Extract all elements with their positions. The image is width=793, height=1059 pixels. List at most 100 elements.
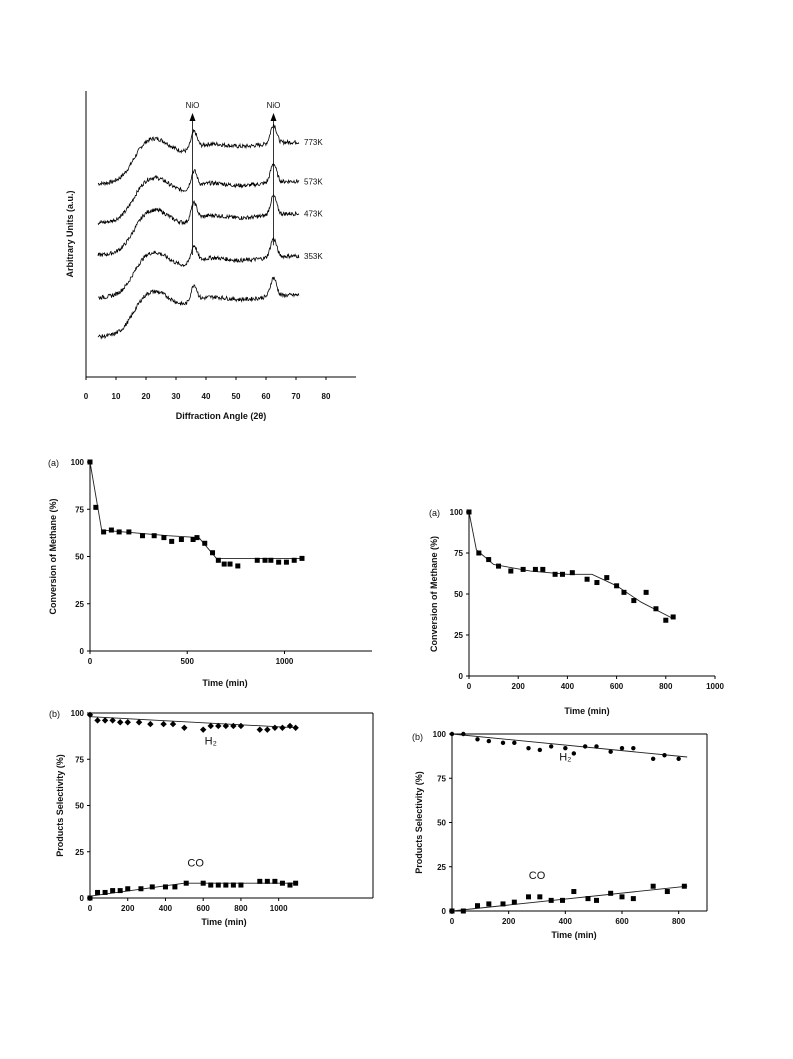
data-point: [276, 559, 282, 565]
data-point: [283, 559, 289, 565]
data-point: [147, 720, 154, 728]
data-point: [476, 550, 482, 556]
y-tick-label: 25: [454, 631, 463, 640]
x-tick-label: 0: [88, 904, 93, 913]
data-point: [670, 614, 676, 620]
data-point: [500, 740, 506, 746]
x-axis-label: Diffraction Angle (2θ): [176, 411, 267, 421]
data-point: [151, 533, 157, 539]
data-point: [475, 737, 480, 742]
y-tick-label: 0: [442, 907, 447, 916]
data-point: [101, 717, 109, 724]
y-tick-label: 100: [450, 508, 464, 517]
y-axis-label: Conversion of Methane (%): [429, 536, 439, 652]
data-point: [449, 731, 455, 737]
data-point: [594, 580, 600, 586]
data-point: [614, 583, 620, 589]
data-point: [299, 555, 305, 561]
series-annotation: CO: [187, 858, 204, 870]
data-point: [93, 504, 99, 510]
x-tick-label: 800: [672, 917, 686, 926]
x-tick-label: 1000: [276, 657, 294, 666]
data-point: [279, 724, 286, 731]
x-tick-label: 600: [615, 917, 629, 926]
data-point: [162, 884, 168, 890]
data-point: [486, 901, 492, 907]
data-point: [222, 722, 230, 730]
data-point: [537, 747, 543, 753]
data-point: [291, 557, 297, 563]
data-point: [621, 589, 627, 595]
data-point: [619, 894, 625, 900]
y-tick-label: 50: [75, 553, 84, 562]
data-point: [200, 880, 206, 886]
series-label: 573K: [304, 177, 323, 186]
data-point: [227, 561, 233, 567]
series-label: 773K: [304, 138, 323, 147]
y-tick-label: 50: [454, 590, 463, 599]
y-axis-label: Arbitrary Units (a.u.): [65, 190, 75, 277]
panel-label: (b): [412, 732, 423, 742]
data-point: [552, 571, 558, 577]
y-tick-label: 75: [437, 774, 446, 783]
y-tick-label: 25: [75, 848, 84, 857]
data-point: [117, 888, 123, 894]
data-point: [86, 711, 94, 719]
panel-label: (a): [48, 458, 59, 468]
x-tick-label: 60: [262, 392, 271, 401]
y-tick-label: 75: [75, 505, 84, 514]
x-axis-label: Time (min): [201, 917, 246, 927]
y-tick-label: 25: [75, 600, 84, 609]
data-point: [466, 509, 472, 515]
data-point: [149, 884, 155, 890]
y-tick-label: 0: [459, 672, 464, 681]
arrow-head-icon: [270, 113, 277, 121]
data-point: [215, 722, 222, 730]
y-axis-label: Conversion of Methane (%): [48, 498, 58, 614]
x-axis-label: Time (min): [202, 678, 247, 688]
data-point: [230, 722, 237, 730]
series-annotation: H₂: [559, 752, 571, 764]
data-point: [526, 745, 531, 751]
data-point: [449, 908, 455, 914]
x-tick-label: 1000: [270, 904, 288, 913]
xrd-trace: [97, 276, 300, 340]
data-point: [526, 894, 531, 900]
data-point: [631, 598, 637, 604]
y-tick-label: 25: [437, 863, 446, 872]
data-point: [102, 889, 108, 895]
data-point: [140, 533, 146, 539]
x-tick-label: 70: [292, 392, 301, 401]
data-point: [571, 751, 577, 756]
data-point: [169, 720, 177, 728]
data-point: [94, 717, 101, 724]
series-label: 353K: [304, 252, 323, 261]
x-tick-label: 800: [659, 682, 673, 691]
data-point: [540, 566, 546, 572]
y-tick-label: 100: [433, 730, 447, 739]
data-point: [215, 557, 221, 563]
xrd-trace: [97, 123, 300, 187]
fit-line: [451, 733, 688, 758]
data-point: [110, 888, 116, 894]
data-point: [608, 749, 613, 754]
data-point: [95, 889, 101, 895]
series-annotation: H₂: [205, 735, 217, 747]
data-point: [594, 897, 599, 903]
x-tick-label: 20: [142, 392, 151, 401]
data-point: [653, 606, 659, 612]
data-point: [604, 575, 610, 581]
data-point: [662, 753, 667, 758]
data-point: [520, 566, 526, 572]
data-point: [126, 529, 132, 535]
data-point: [508, 568, 514, 574]
data-point: [630, 896, 636, 902]
data-point: [650, 883, 656, 889]
data-point: [160, 720, 167, 728]
x-tick-label: 600: [197, 904, 211, 913]
data-point: [571, 889, 577, 895]
y-axis-label: Products Selectivity (%): [55, 754, 65, 857]
data-point: [681, 883, 687, 889]
data-point: [238, 882, 244, 888]
